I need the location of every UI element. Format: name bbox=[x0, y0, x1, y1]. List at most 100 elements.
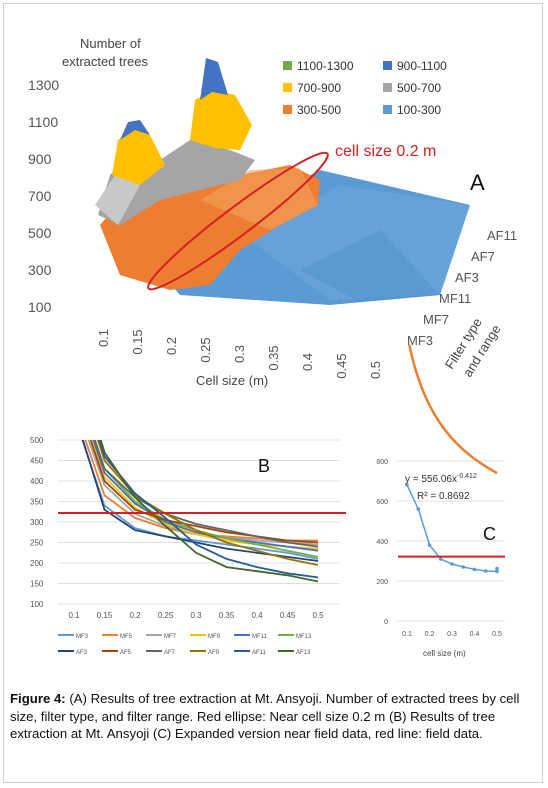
panel-label-c: C bbox=[483, 524, 496, 544]
z-tick-label: 900 bbox=[28, 151, 52, 167]
series-line-mf11 bbox=[92, 440, 319, 552]
legend-a: 1100-1300 900-1100 700-900 500-700 300-500 10… bbox=[283, 59, 447, 117]
y-tick-label: MF3 bbox=[407, 333, 433, 348]
r2-c: R² = 0.8692 bbox=[417, 491, 470, 502]
legend-swatch bbox=[283, 83, 292, 92]
y-tick-label-c: 600 bbox=[376, 499, 388, 506]
y-tick-label-b: 250 bbox=[30, 539, 44, 548]
legend-b: MF3 MF5 MF7 MF9 MF11 MF13 AF3 AF5 AF7 AF9 AF11 AF13 bbox=[58, 634, 312, 656]
data-point-c bbox=[405, 483, 409, 487]
z-tick-label: 1300 bbox=[28, 77, 59, 93]
surface-region-700-900 bbox=[112, 128, 165, 185]
y-tick-label-c: 400 bbox=[376, 539, 388, 546]
surface-region-900-1100 bbox=[200, 58, 228, 100]
data-point-c bbox=[495, 566, 499, 571]
legend-label-b: AF7 bbox=[164, 650, 176, 656]
x-tick-label: 0.4 bbox=[300, 353, 315, 371]
gridlines-c bbox=[396, 460, 505, 622]
legend-label-b: AF9 bbox=[208, 650, 220, 656]
data-point-c bbox=[483, 569, 488, 573]
y-tick-label: AF3 bbox=[455, 270, 479, 285]
surface-region-700-900 bbox=[190, 90, 252, 150]
caption-label: Figure 4: bbox=[10, 691, 66, 706]
surface-facet bbox=[300, 230, 440, 302]
equation-exponent: -0.412 bbox=[457, 473, 477, 480]
data-point-c bbox=[450, 562, 454, 566]
y-tick-label-b: 300 bbox=[30, 518, 44, 527]
series-line-af13 bbox=[99, 440, 319, 583]
legend-swatch bbox=[283, 61, 292, 70]
x-tick-label: 0.15 bbox=[130, 329, 145, 354]
x-tick-label-b: 0.45 bbox=[280, 611, 296, 620]
legend-label: 1100-1300 bbox=[297, 59, 354, 73]
x-tick-label-b: 0.25 bbox=[158, 611, 174, 620]
x-tick-label-b: 0.15 bbox=[97, 611, 113, 620]
z-axis-title-line1: Number of bbox=[80, 36, 141, 51]
legend-label: 100-300 bbox=[397, 103, 441, 117]
x-tick-label: 0.35 bbox=[266, 345, 281, 370]
data-points-c bbox=[405, 483, 499, 574]
z-tick-label: 300 bbox=[28, 262, 52, 278]
y-tick-label-b: 350 bbox=[30, 498, 44, 507]
y-tick-label-b: 500 bbox=[30, 436, 44, 445]
series-line-af7 bbox=[93, 440, 319, 548]
panel-label-b: B bbox=[258, 456, 270, 476]
legend-label: 300-500 bbox=[297, 103, 341, 117]
x-tick-label-c: 0.2 bbox=[425, 631, 435, 638]
y-tick-label: MF11 bbox=[439, 291, 471, 306]
z-tick-label: 1100 bbox=[28, 114, 58, 130]
data-point-c bbox=[461, 565, 466, 569]
surface-facet bbox=[200, 168, 318, 230]
y-tick-label: MF7 bbox=[423, 312, 449, 327]
z-tick-label: 700 bbox=[28, 188, 52, 204]
x-tick-label-c: 0.3 bbox=[447, 631, 457, 638]
z-tick-label: 100 bbox=[28, 299, 52, 315]
y-tick-label-b: 400 bbox=[30, 477, 44, 486]
x-tick-label-b: 0.3 bbox=[190, 611, 202, 620]
series-b bbox=[81, 440, 319, 583]
series-line-af9 bbox=[96, 440, 319, 566]
x-tick-label-b: 0.1 bbox=[68, 611, 80, 620]
data-point-c bbox=[495, 569, 499, 574]
legend-label-b: MF7 bbox=[164, 634, 177, 640]
x-axis-title: Cell size (m) bbox=[196, 373, 268, 388]
legend-label-b: MF5 bbox=[120, 634, 133, 640]
y-tick-label-b: 150 bbox=[30, 580, 44, 589]
annotation-label: cell size 0.2 m bbox=[335, 143, 436, 160]
y-tick-label-b: 450 bbox=[30, 457, 44, 466]
y-axis-ticks-c: 800 600 400 200 0 bbox=[376, 459, 388, 626]
y-axis-ticks: AF11 AF7 AF3 MF11 MF7 MF3 bbox=[407, 228, 517, 348]
z-axis-ticks: 1300 1100 900 700 500 300 100 bbox=[28, 77, 59, 315]
x-tick-label: 0.3 bbox=[232, 345, 247, 363]
data-point-c bbox=[427, 543, 432, 547]
figure-frame bbox=[3, 3, 543, 783]
equation-c: y = 556.06x-0.412 bbox=[405, 473, 477, 485]
panel-label-a: A bbox=[470, 170, 485, 195]
x-tick-label-c: 0.4 bbox=[470, 631, 480, 638]
z-axis-title-line2: extracted trees bbox=[62, 54, 148, 69]
legend-swatch bbox=[383, 83, 392, 92]
data-point-c bbox=[438, 557, 443, 561]
y-axis-ticks-b: 500 450 400 350 300 250 200 150 100 bbox=[30, 436, 44, 609]
data-line-c bbox=[406, 484, 498, 573]
scatter-chart-c: 800 600 400 200 0 0.1 0.2 0.3 0.4 0.5 y = 556.06… bbox=[376, 344, 505, 658]
x-tick-label-b: 0.2 bbox=[129, 611, 141, 620]
y-tick-label-c: 0 bbox=[384, 619, 388, 626]
y-tick-label-b: 200 bbox=[30, 559, 44, 568]
legend-label: 700-900 bbox=[297, 81, 341, 95]
x-tick-label: 0.1 bbox=[96, 329, 111, 347]
legend-label-b: MF9 bbox=[208, 634, 221, 640]
y-tick-label-c: 200 bbox=[376, 579, 388, 586]
x-tick-label: 0.25 bbox=[198, 337, 213, 362]
x-tick-label-b: 0.35 bbox=[219, 611, 235, 620]
x-axis-ticks: 0.1 0.15 0.2 0.25 0.3 0.35 0.4 0.45 0.5 bbox=[96, 329, 383, 379]
x-tick-label-c: 0.5 bbox=[492, 631, 502, 638]
x-tick-label-c: 0.1 bbox=[402, 631, 412, 638]
z-tick-label: 500 bbox=[28, 225, 52, 241]
x-tick-label: 0.5 bbox=[368, 361, 383, 379]
legend-label-b: MF11 bbox=[252, 634, 268, 640]
legend-label-b: MF13 bbox=[296, 634, 312, 640]
y-tick-label: AF7 bbox=[471, 249, 495, 264]
y-tick-label: AF11 bbox=[487, 228, 517, 243]
